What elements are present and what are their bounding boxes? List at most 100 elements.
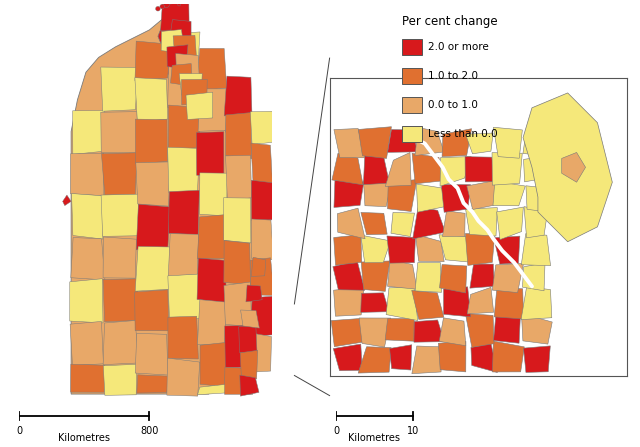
Polygon shape [493, 181, 525, 206]
Polygon shape [415, 262, 442, 292]
Polygon shape [170, 63, 192, 86]
Polygon shape [71, 237, 105, 280]
Polygon shape [334, 128, 365, 158]
Polygon shape [224, 282, 252, 326]
Polygon shape [223, 198, 251, 243]
Polygon shape [250, 111, 273, 145]
Polygon shape [364, 181, 392, 207]
Polygon shape [523, 129, 547, 156]
Polygon shape [100, 67, 138, 111]
Polygon shape [524, 207, 548, 238]
Polygon shape [102, 153, 137, 195]
Bar [403, 39, 422, 55]
Polygon shape [103, 237, 136, 278]
Polygon shape [333, 344, 362, 371]
Polygon shape [70, 321, 104, 365]
Text: Kilometres: Kilometres [58, 434, 110, 443]
Polygon shape [250, 258, 274, 295]
Polygon shape [412, 346, 443, 374]
Polygon shape [101, 194, 139, 236]
Polygon shape [161, 4, 189, 30]
Polygon shape [246, 285, 262, 302]
Polygon shape [158, 8, 194, 79]
Polygon shape [70, 153, 104, 196]
Polygon shape [465, 233, 495, 266]
Polygon shape [440, 265, 467, 293]
Polygon shape [526, 186, 549, 212]
Polygon shape [522, 314, 552, 344]
Polygon shape [170, 20, 191, 42]
Polygon shape [388, 130, 417, 152]
Polygon shape [386, 287, 418, 320]
Polygon shape [523, 93, 612, 242]
Polygon shape [497, 207, 524, 240]
Polygon shape [168, 190, 199, 235]
Polygon shape [524, 346, 550, 372]
Polygon shape [417, 184, 445, 212]
Polygon shape [168, 274, 200, 319]
Polygon shape [176, 54, 199, 78]
Polygon shape [414, 320, 444, 342]
Polygon shape [224, 240, 250, 285]
Polygon shape [492, 263, 524, 293]
Text: 0.0 to 1.0: 0.0 to 1.0 [428, 100, 478, 110]
Polygon shape [200, 173, 227, 216]
Polygon shape [71, 8, 268, 394]
Polygon shape [439, 318, 466, 346]
Polygon shape [390, 345, 412, 370]
Polygon shape [385, 152, 411, 186]
Polygon shape [135, 246, 170, 291]
Polygon shape [100, 112, 138, 153]
Polygon shape [521, 287, 552, 320]
Polygon shape [387, 180, 417, 211]
Polygon shape [136, 162, 170, 206]
Polygon shape [413, 207, 445, 239]
Polygon shape [135, 78, 168, 122]
Polygon shape [442, 129, 472, 156]
Bar [403, 97, 422, 113]
Polygon shape [135, 41, 170, 81]
Text: 10: 10 [406, 426, 419, 436]
Polygon shape [197, 299, 227, 344]
Polygon shape [135, 333, 168, 375]
Polygon shape [415, 127, 444, 156]
Polygon shape [358, 127, 392, 158]
Polygon shape [493, 127, 522, 158]
Polygon shape [442, 185, 470, 212]
Text: 1.0 to 2.0: 1.0 to 2.0 [428, 71, 478, 81]
Polygon shape [493, 316, 520, 343]
Polygon shape [168, 63, 199, 108]
Polygon shape [225, 155, 252, 201]
Polygon shape [136, 119, 167, 164]
Polygon shape [470, 264, 495, 288]
Polygon shape [103, 364, 136, 395]
Polygon shape [494, 287, 524, 319]
Polygon shape [337, 208, 365, 239]
Text: Less than 0.0: Less than 0.0 [428, 130, 498, 139]
Polygon shape [186, 92, 212, 119]
Polygon shape [252, 257, 266, 276]
Polygon shape [70, 364, 105, 392]
Polygon shape [332, 153, 363, 185]
Polygon shape [361, 212, 387, 235]
Circle shape [173, 0, 176, 2]
Polygon shape [361, 261, 390, 291]
Polygon shape [391, 212, 415, 236]
Text: Per cent change: Per cent change [403, 15, 498, 28]
Polygon shape [562, 152, 586, 182]
Polygon shape [522, 263, 545, 291]
Polygon shape [169, 32, 200, 66]
Polygon shape [438, 342, 466, 372]
Text: 800: 800 [140, 426, 159, 436]
Circle shape [163, 1, 170, 8]
Polygon shape [364, 155, 389, 185]
Circle shape [165, 0, 172, 1]
Text: 2.0 or more: 2.0 or more [428, 42, 489, 52]
Polygon shape [225, 113, 252, 159]
Polygon shape [179, 74, 202, 95]
Polygon shape [333, 287, 364, 316]
Polygon shape [467, 180, 499, 210]
Circle shape [156, 6, 160, 11]
Polygon shape [358, 347, 391, 373]
Polygon shape [72, 194, 103, 239]
